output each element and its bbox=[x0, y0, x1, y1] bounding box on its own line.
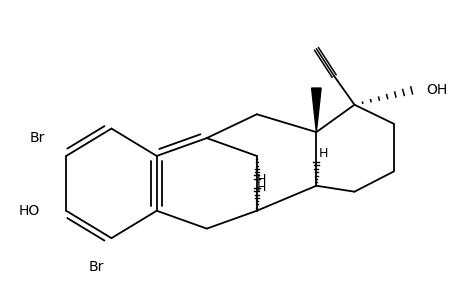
Text: H: H bbox=[256, 181, 266, 194]
Polygon shape bbox=[311, 88, 320, 132]
Text: H: H bbox=[318, 146, 327, 160]
Text: OH: OH bbox=[425, 83, 446, 98]
Text: Br: Br bbox=[88, 260, 103, 274]
Text: Br: Br bbox=[29, 131, 45, 145]
Text: HO: HO bbox=[19, 204, 40, 218]
Text: H: H bbox=[256, 173, 266, 186]
